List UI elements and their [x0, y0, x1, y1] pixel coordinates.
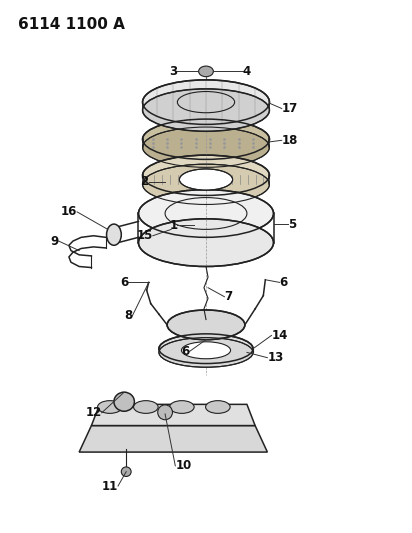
Ellipse shape — [158, 405, 173, 419]
Ellipse shape — [138, 190, 274, 237]
Ellipse shape — [181, 342, 231, 359]
Ellipse shape — [179, 169, 233, 190]
Polygon shape — [91, 405, 255, 425]
Text: 15: 15 — [136, 229, 153, 242]
Ellipse shape — [159, 334, 253, 364]
Ellipse shape — [143, 127, 269, 167]
Text: 16: 16 — [61, 205, 77, 219]
Text: 12: 12 — [85, 406, 102, 419]
Ellipse shape — [138, 219, 274, 266]
Text: 13: 13 — [267, 351, 283, 364]
Ellipse shape — [143, 155, 269, 196]
Ellipse shape — [167, 310, 245, 340]
Ellipse shape — [133, 401, 158, 414]
Ellipse shape — [143, 164, 269, 205]
Text: 7: 7 — [225, 290, 232, 303]
Ellipse shape — [206, 401, 230, 414]
Text: 3: 3 — [169, 65, 177, 78]
Text: 6114 1100 A: 6114 1100 A — [18, 17, 125, 33]
Ellipse shape — [143, 80, 269, 124]
Text: 8: 8 — [124, 309, 132, 322]
Ellipse shape — [114, 392, 134, 411]
Text: 9: 9 — [50, 235, 59, 247]
Polygon shape — [79, 425, 267, 452]
Ellipse shape — [98, 401, 122, 414]
Ellipse shape — [199, 66, 213, 77]
Text: 6: 6 — [181, 345, 190, 358]
Text: 6: 6 — [120, 276, 128, 289]
Text: 17: 17 — [282, 102, 298, 115]
Text: 1: 1 — [169, 219, 177, 232]
Text: 5: 5 — [288, 217, 296, 231]
Ellipse shape — [121, 467, 131, 477]
Ellipse shape — [170, 401, 194, 414]
Ellipse shape — [143, 119, 269, 159]
Text: 6: 6 — [280, 276, 288, 289]
Text: 4: 4 — [243, 65, 251, 78]
Ellipse shape — [159, 337, 253, 367]
Text: 10: 10 — [176, 459, 192, 472]
Text: 2: 2 — [140, 175, 149, 188]
Text: 11: 11 — [102, 480, 118, 492]
Ellipse shape — [143, 89, 269, 131]
Text: 18: 18 — [282, 134, 298, 147]
Ellipse shape — [107, 224, 121, 245]
Text: 14: 14 — [272, 329, 288, 342]
